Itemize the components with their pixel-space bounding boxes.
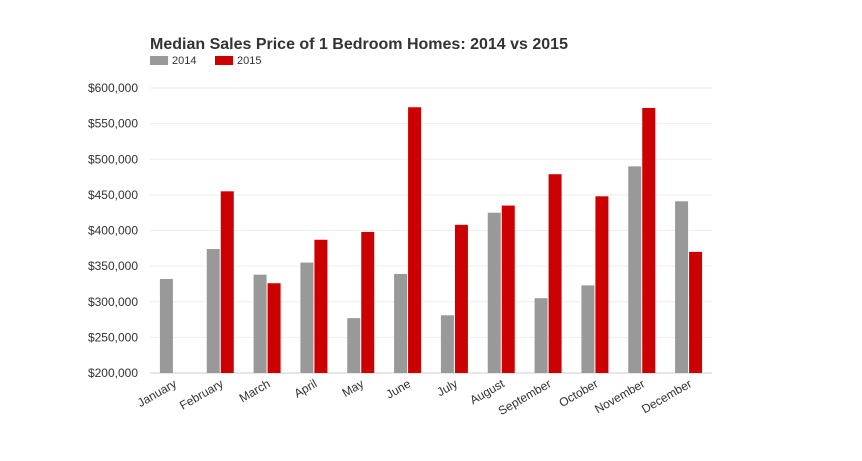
bar-2014-january — [159, 278, 173, 373]
x-tick-label: April — [292, 376, 320, 400]
bar-2015-november — [642, 107, 656, 373]
bar-2015-june — [408, 107, 422, 374]
bar-2014-june — [394, 273, 408, 373]
bar-2014-december — [675, 201, 689, 373]
y-axis: $200,000 $250,000 $300,000 $350,000 $400,000… — [88, 81, 138, 380]
bar-2014-october — [581, 285, 595, 373]
bar-2014-september — [534, 298, 548, 373]
x-tick-label: February — [177, 376, 226, 412]
y-tick-label: $500,000 — [88, 152, 138, 166]
bars — [159, 107, 703, 374]
bar-2015-april — [314, 239, 328, 373]
x-tick-label: December — [639, 376, 694, 416]
bar-2014-march — [253, 274, 267, 373]
bar-2014-august — [487, 212, 501, 373]
x-tick-label: March — [237, 376, 273, 405]
bar-2015-may — [361, 231, 375, 373]
legend-swatch-2014 — [150, 56, 168, 65]
legend-label-2014: 2014 — [172, 55, 196, 67]
legend-label-2015: 2015 — [237, 55, 261, 67]
gridlines — [150, 87, 712, 374]
x-tick-label: June — [384, 376, 414, 401]
y-tick-label: $600,000 — [88, 81, 138, 95]
bar-2015-september — [548, 174, 562, 373]
bar-2014-february — [206, 249, 220, 373]
bar-2015-march — [267, 283, 281, 373]
x-tick-label: July — [434, 376, 459, 399]
x-tick-label: September — [496, 376, 554, 417]
legend-swatch-2015 — [215, 56, 233, 65]
bar-2015-december — [689, 251, 703, 373]
y-tick-label: $200,000 — [88, 366, 138, 380]
bar-2015-february — [220, 191, 234, 373]
bar-2014-november — [628, 166, 642, 373]
x-tick-label: November — [592, 376, 647, 416]
y-tick-label: $250,000 — [88, 330, 138, 344]
y-tick-label: $550,000 — [88, 117, 138, 131]
x-tick-label: January — [135, 376, 179, 409]
bar-2014-july — [440, 315, 454, 373]
y-tick-label: $450,000 — [88, 188, 138, 202]
y-tick-label: $300,000 — [88, 295, 138, 309]
bar-2015-august — [501, 205, 515, 373]
chart-title: Median Sales Price of 1 Bedroom Homes: 2… — [150, 36, 568, 53]
legend: 2014 2015 — [150, 55, 261, 67]
x-tick-label: May — [340, 376, 367, 399]
bar-2014-april — [300, 262, 314, 373]
bar-2015-july — [454, 224, 468, 373]
bar-2014-may — [347, 318, 361, 373]
bar-2015-october — [595, 196, 609, 373]
y-tick-label: $400,000 — [88, 224, 138, 238]
y-tick-label: $350,000 — [88, 259, 138, 273]
